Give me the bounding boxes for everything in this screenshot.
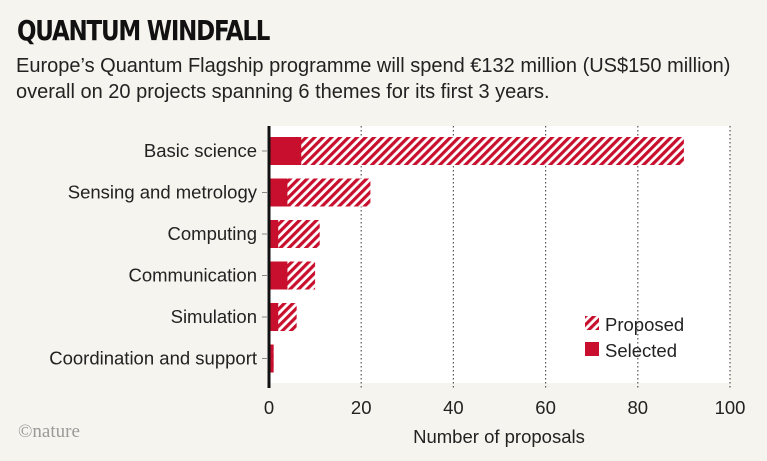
- category-label: Sensing and metrology: [68, 182, 258, 203]
- category-label: Coordination and support: [49, 348, 257, 369]
- category-label: Computing: [168, 223, 257, 244]
- x-axis-label: Number of proposals: [413, 426, 585, 447]
- x-tick-label: 20: [351, 397, 372, 418]
- bar-selected: [269, 178, 288, 207]
- legend-label-proposed: Proposed: [605, 314, 684, 335]
- chart-title: QUANTUM WINDFALL: [17, 14, 270, 47]
- bar-selected: [269, 261, 288, 290]
- x-tick-label: 40: [443, 397, 464, 418]
- x-tick-label: 0: [264, 397, 274, 418]
- legend-swatch-selected: [585, 342, 599, 356]
- category-label: Simulation: [171, 306, 257, 327]
- nature-credit-logo: ©nature: [18, 421, 80, 442]
- x-tick-label: 60: [535, 397, 556, 418]
- bar-selected: [269, 220, 279, 248]
- legend: Proposed Selected: [585, 314, 684, 361]
- chart-subtitle: Europe’s Quantum Flagship programme will…: [16, 55, 731, 103]
- x-tick-label: 80: [628, 397, 649, 418]
- legend-swatch-proposed: [585, 316, 599, 330]
- category-label: Communication: [128, 265, 257, 286]
- bar-selected: [269, 344, 274, 373]
- legend-label-selected: Selected: [605, 340, 677, 361]
- plot-area: [267, 126, 730, 383]
- x-tick-label: 100: [715, 397, 746, 418]
- category-label: Basic science: [144, 140, 257, 161]
- bar-selected: [269, 137, 302, 165]
- bar-selected: [269, 303, 279, 331]
- bar-proposed: [269, 137, 684, 165]
